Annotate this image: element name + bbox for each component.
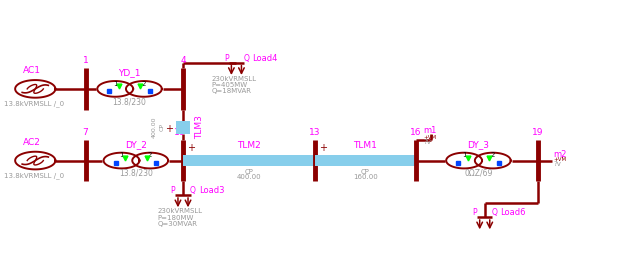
Text: +: + xyxy=(164,124,173,134)
Text: 13.8kVRMSLL /_0: 13.8kVRMSLL /_0 xyxy=(4,172,64,179)
Text: AC1: AC1 xyxy=(23,66,41,75)
Text: 13: 13 xyxy=(309,128,321,137)
Text: TLM1: TLM1 xyxy=(353,141,377,150)
Text: 7: 7 xyxy=(83,128,88,137)
Text: P=180MW: P=180MW xyxy=(158,214,194,220)
Text: 1: 1 xyxy=(462,152,466,158)
Text: m1: m1 xyxy=(423,126,437,135)
Text: 4: 4 xyxy=(180,56,186,65)
Text: Q: Q xyxy=(190,186,196,195)
Text: 2: 2 xyxy=(148,152,152,158)
Bar xyxy=(315,155,416,166)
Text: 160.00: 160.00 xyxy=(353,173,377,179)
Text: 1: 1 xyxy=(119,152,123,158)
Text: 1: 1 xyxy=(83,56,88,65)
Text: Q: Q xyxy=(492,208,498,217)
Text: Load3: Load3 xyxy=(198,186,224,195)
Text: 0ΩZ/69: 0ΩZ/69 xyxy=(464,169,493,178)
Text: 2: 2 xyxy=(142,81,146,87)
Text: P=405MW: P=405MW xyxy=(211,82,248,88)
Text: YD_1: YD_1 xyxy=(118,68,141,77)
Text: P: P xyxy=(171,186,175,195)
Text: ?v: ?v xyxy=(423,139,431,145)
Text: CP: CP xyxy=(244,168,253,175)
Text: 400.00: 400.00 xyxy=(237,173,261,179)
Text: DY_3: DY_3 xyxy=(467,140,490,149)
Bar xyxy=(176,120,190,134)
Text: TLM3: TLM3 xyxy=(195,116,204,139)
Text: Q=18MVAR: Q=18MVAR xyxy=(211,88,251,94)
Text: P: P xyxy=(472,208,477,217)
Text: Q: Q xyxy=(244,54,249,63)
Text: Q=30MVAR: Q=30MVAR xyxy=(158,220,198,227)
Text: 13.8/230: 13.8/230 xyxy=(113,97,147,106)
Text: Load4: Load4 xyxy=(252,54,277,63)
Text: TLM2: TLM2 xyxy=(237,141,261,150)
Text: m2: m2 xyxy=(553,150,566,159)
Text: Load6: Load6 xyxy=(500,208,526,217)
Text: 230kVRMSLL: 230kVRMSLL xyxy=(158,209,203,214)
Bar xyxy=(183,155,315,166)
Text: +VM: +VM xyxy=(423,135,436,140)
Text: 2: 2 xyxy=(491,152,495,158)
Text: CP: CP xyxy=(361,168,370,175)
Text: CP: CP xyxy=(160,124,165,132)
Text: +: + xyxy=(186,143,195,153)
Text: P: P xyxy=(224,54,229,63)
Text: DY_2: DY_2 xyxy=(125,140,147,149)
Text: 19: 19 xyxy=(532,128,544,137)
Text: 10: 10 xyxy=(174,128,186,137)
Text: 16: 16 xyxy=(410,128,421,137)
Text: 1: 1 xyxy=(113,81,117,87)
Text: +VM: +VM xyxy=(553,157,566,162)
Text: +: + xyxy=(319,143,326,153)
Text: 13.8kVRMSLL /_0: 13.8kVRMSLL /_0 xyxy=(4,101,64,107)
Text: 400.00: 400.00 xyxy=(152,117,157,138)
Text: ?v: ?v xyxy=(553,160,561,166)
Text: 13.8/230: 13.8/230 xyxy=(119,169,153,178)
Text: 230kVRMSLL: 230kVRMSLL xyxy=(211,76,256,82)
Text: AC2: AC2 xyxy=(23,138,40,147)
